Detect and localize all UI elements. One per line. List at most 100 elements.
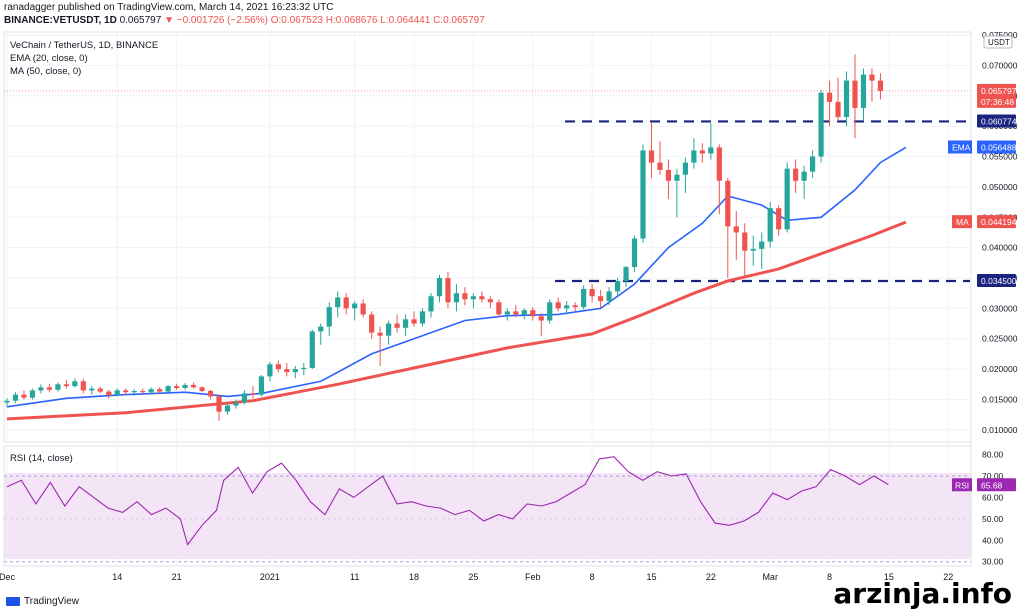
candle-body (869, 74, 875, 81)
candle-body (148, 389, 154, 393)
rsi-value-badge-bg (977, 478, 1016, 492)
ema-tag-bg (948, 140, 972, 154)
candle-body (394, 323, 400, 328)
time-tick-label: 8 (827, 572, 832, 582)
candle-body (97, 388, 103, 392)
candle-body (581, 288, 587, 308)
candle-body (182, 384, 188, 388)
candle-body (174, 386, 180, 388)
candle-body (606, 291, 612, 302)
candle-body (445, 278, 451, 303)
ma-legend[interactable]: MA (50, close, 0) (10, 66, 82, 77)
candle-body (614, 281, 621, 292)
candle-body (547, 302, 553, 321)
time-axis[interactable]: Dec 14 21 2021 11 18 25 Feb 8 15 22 Mar 8 15 22 (0, 572, 953, 582)
candle-body (131, 390, 137, 393)
time-tick-label: 22 (943, 572, 953, 582)
rsi-tick-label: 50.00 (982, 514, 1004, 524)
time-tick-label: Feb (525, 572, 541, 582)
candle-body (284, 369, 290, 373)
rsi-tag: RSI (955, 480, 969, 490)
candle-body (470, 296, 476, 300)
ma-line (6, 220, 907, 421)
candle-body (80, 381, 86, 391)
time-tick-label: Dec (0, 572, 15, 582)
candle-body (165, 386, 171, 392)
candle-body (352, 303, 358, 309)
watermark: arzinja.info (833, 577, 1012, 610)
time-tick-label: 22 (706, 572, 716, 582)
candle-body (496, 302, 502, 315)
rsi-tick-label: 30.00 (982, 557, 1004, 567)
candle-body (589, 288, 595, 297)
candle-body (21, 394, 27, 398)
ema-value-badge-bg (977, 140, 1016, 154)
time-tick-label: 15 (646, 572, 656, 582)
candle-body (360, 303, 366, 315)
price-change: ▼ −0.001726 (−2.56%) (164, 15, 268, 26)
candle-body (114, 390, 120, 396)
candle-body (487, 299, 493, 303)
candle-body (665, 169, 672, 181)
candle-body (29, 390, 36, 398)
currency-badge: USDT (988, 38, 1010, 47)
rsi-band (4, 473, 971, 559)
ema-legend[interactable]: EMA (20, close, 0) (10, 53, 88, 64)
chart-title[interactable]: VeChain / TetherUS, 1D, BINANCE (10, 40, 159, 51)
candle-body (462, 293, 468, 300)
candle-body (275, 364, 281, 370)
tradingview-logo-icon (6, 597, 20, 606)
time-tick-label: 14 (112, 572, 122, 582)
tradingview-logo[interactable]: TradingView (6, 596, 79, 607)
rsi-legend[interactable]: RSI (14, close) (10, 453, 73, 464)
ema-line (6, 146, 907, 408)
rsi-tick-label: 80.00 (982, 450, 1004, 460)
candle-body (860, 74, 867, 108)
candle-body (657, 162, 663, 170)
time-tick-label: 11 (350, 572, 359, 582)
candle-body (38, 387, 44, 391)
rsi-tick-label: 60.00 (982, 492, 1004, 502)
price-tick-label: 0.050000 (982, 182, 1018, 192)
price-tick-label: 0.070000 (982, 60, 1018, 70)
candle-body (46, 387, 52, 390)
candle-body (216, 396, 222, 412)
candle-body (843, 80, 850, 118)
candle-body (521, 310, 527, 315)
candle-body (258, 376, 264, 395)
ema-tag: EMA (952, 142, 971, 152)
rsi-axis[interactable]: 80.00 70.00 60.00 50.00 40.00 30.00 (982, 450, 1004, 567)
time-tick-label: 18 (409, 572, 419, 582)
candle-body (784, 168, 790, 230)
candle-body (140, 390, 146, 393)
candle-body (801, 171, 807, 181)
candle-body (55, 384, 61, 390)
candle-body (708, 147, 714, 154)
support-badge-bg (977, 274, 1016, 288)
price-tick-label: 0.025000 (982, 334, 1018, 344)
candle-body (157, 389, 163, 392)
ma-path (6, 220, 907, 421)
time-tick-label: 21 (172, 572, 182, 582)
candle-body (292, 369, 298, 373)
candle-body (725, 180, 731, 227)
candle-body (419, 311, 426, 324)
time-tick-label: 8 (590, 572, 595, 582)
candle-body (326, 307, 332, 327)
ema-path (6, 146, 907, 408)
rsi-value-badge: 65.68 (981, 480, 1003, 490)
candle-body (513, 311, 519, 315)
candle-body (623, 267, 629, 282)
price-tick-label: 0.020000 (982, 364, 1018, 374)
candle-body (598, 296, 604, 302)
ma-tag-bg (952, 215, 972, 229)
price-tick-label: 0.075000 (982, 30, 1018, 40)
rsi-line (6, 456, 889, 546)
candle-body (852, 80, 858, 108)
candle-body (538, 316, 544, 321)
candle-body (369, 314, 375, 333)
rsi-tick-label: 70.00 (982, 471, 1004, 481)
candle-body (267, 364, 273, 377)
